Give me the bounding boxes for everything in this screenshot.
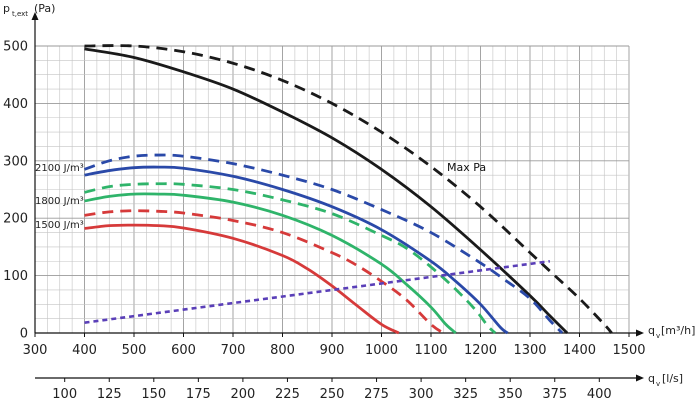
x-axis-label-unit: [m³/h] [661,324,695,337]
x2-tick-label: 125 [97,387,122,402]
x-tick-label: 1100 [414,343,447,358]
series-h1500-solid [84,223,400,335]
axes: 0 100 200 300 400 500 300 400 500 600 700 800 900 100… [3,12,646,402]
x-tick-label: 300 [23,343,48,358]
y-axis-label: p [3,2,10,15]
x-tick-label: 1200 [464,343,497,358]
y-tick-label: 0 [20,327,28,342]
y-axis-label-unit: (Pa) [34,2,55,15]
x2-tick-label: 150 [141,387,166,402]
annotation-max-pa: Max Pa [447,161,486,174]
x2-tick-label: 350 [498,387,523,402]
x-axis-label-sub: v [656,332,660,340]
x2-axis-arrow [636,374,644,382]
y-tick-label: 200 [3,212,28,227]
x-axis-label: q [648,324,655,337]
series-h2100-dashed [84,153,564,334]
x-tick-label: 700 [221,343,246,358]
x2-tick-label: 325 [453,387,478,402]
y-tick-label: 300 [3,154,28,169]
x2-axis-label-unit: [l/s] [662,372,683,385]
series-h1800-solid [84,192,457,335]
x2-tick-label: 300 [409,387,434,402]
x2-tick-label: 250 [320,387,345,402]
x-tick-label: 600 [171,343,196,358]
series-h2100-solid [84,165,509,335]
x-tick-label: 500 [122,343,147,358]
x2-tick-label: 275 [364,387,389,402]
y-axis-arrow [31,12,39,20]
series-system-line [84,259,550,324]
series-max-dashed [84,44,613,334]
x2-tick-label: 400 [587,387,612,402]
series-h1500-dashed [84,209,445,335]
x2-tick-label: 375 [542,387,567,402]
x2-tick-label: 100 [52,387,77,402]
x-axis-arrow [636,329,644,337]
series-max-solid [84,47,569,334]
x-tick-label: 1500 [612,343,645,358]
series-h1800-dashed [84,182,497,335]
x-tick-label: 800 [270,343,295,358]
x-tick-label: 1400 [563,343,596,358]
annotation-1500: 1500 J/m³ [35,220,84,231]
x2-axis-label-sub: v [656,380,660,388]
x2-tick-label: 175 [186,387,211,402]
y-tick-label: 500 [3,40,28,55]
x2-axis-label: q [648,372,655,385]
annotation-1800: 1800 J/m³ [35,196,84,207]
series-lines [84,44,613,335]
x-tick-label: 900 [320,343,345,358]
annotation-2100: 2100 J/m³ [35,163,84,174]
x-tick-label: 1000 [365,343,398,358]
y-tick-label: 400 [3,97,28,112]
x2-tick-label: 200 [230,387,255,402]
x-tick-label: 400 [72,343,97,358]
x-tick-label: 1300 [513,343,546,358]
x2-tick-label: 225 [275,387,300,402]
y-tick-label: 100 [3,269,28,284]
y-axis-label-sub: t,ext [12,10,28,18]
